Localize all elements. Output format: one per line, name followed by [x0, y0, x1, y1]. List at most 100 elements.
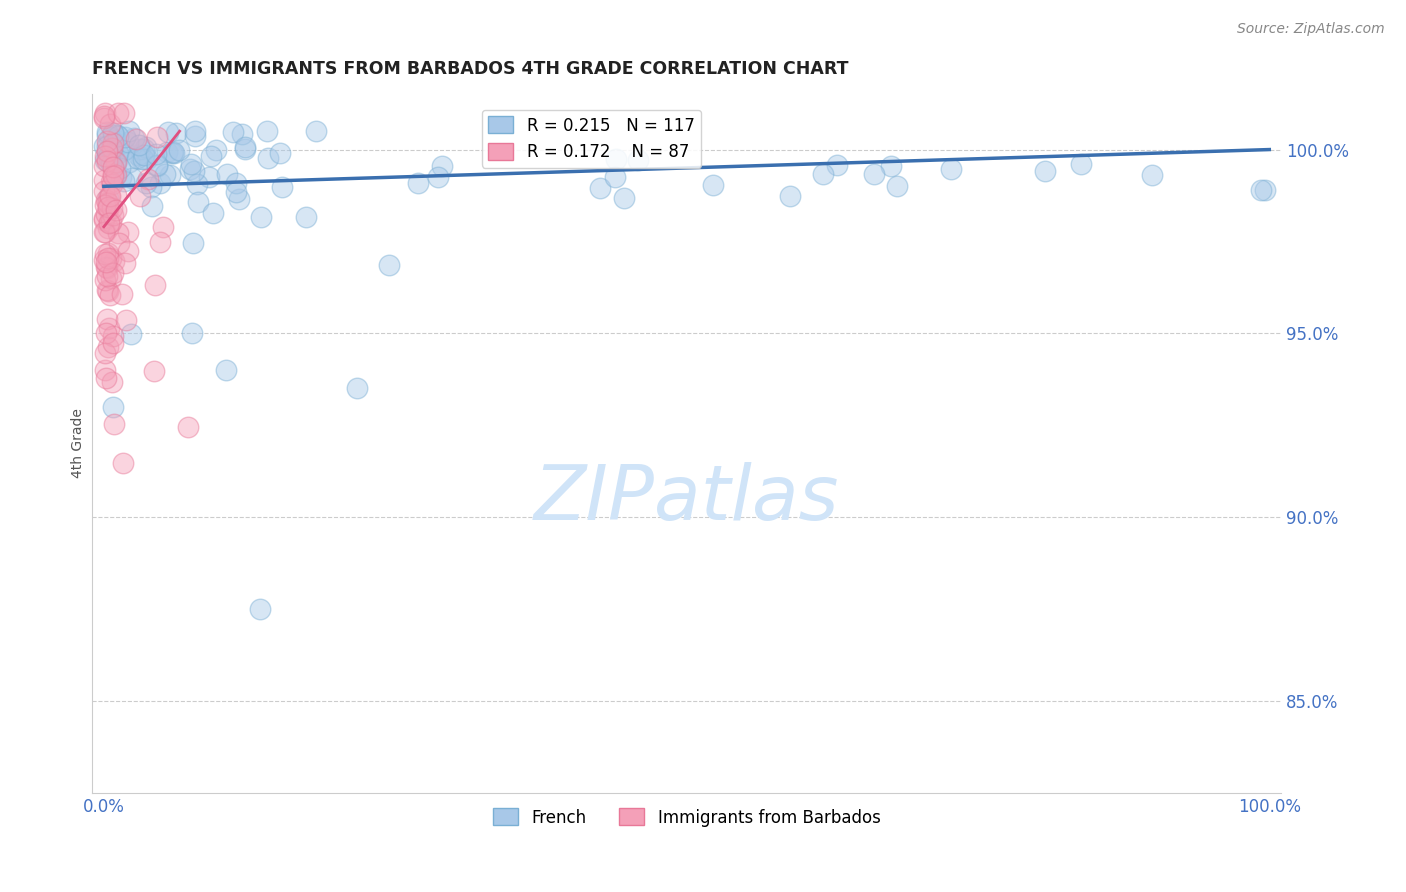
Legend: French, Immigrants from Barbados: French, Immigrants from Barbados: [486, 802, 887, 833]
Point: [97, 251, 120, 265]
Point: [200, 149, 222, 163]
Point: [346, 381, 368, 395]
Point: [96, 193, 118, 207]
Point: [94, 225, 117, 239]
Point: [94, 326, 117, 340]
Point: [129, 189, 152, 203]
Point: [165, 126, 187, 140]
Point: [215, 167, 238, 181]
Point: [96, 145, 118, 159]
Point: [117, 135, 139, 149]
Point: [101, 169, 124, 183]
Point: [125, 132, 148, 146]
Point: [96, 311, 118, 326]
Point: [143, 277, 166, 292]
Point: [96, 154, 118, 169]
Point: [96, 260, 118, 275]
Point: [141, 199, 163, 213]
Point: [215, 363, 238, 377]
Point: [941, 162, 963, 177]
Point: [97, 188, 120, 202]
Point: [112, 174, 135, 188]
Point: [1253, 183, 1275, 197]
Point: [101, 136, 124, 150]
Point: [107, 129, 129, 144]
Point: [96, 128, 118, 142]
Point: [103, 128, 125, 142]
Point: [94, 207, 117, 221]
Point: [222, 125, 245, 139]
Point: [880, 159, 903, 173]
Point: [93, 105, 115, 120]
Point: [94, 247, 117, 261]
Point: [825, 158, 848, 172]
Point: [110, 161, 132, 176]
Point: [98, 117, 121, 131]
Point: [94, 346, 117, 360]
Point: [93, 363, 115, 377]
Point: [115, 313, 138, 327]
Point: [122, 131, 145, 145]
Point: [103, 417, 125, 431]
Point: [105, 154, 128, 169]
Point: [97, 246, 120, 260]
Point: [183, 164, 205, 178]
Point: [179, 162, 201, 177]
Point: [377, 258, 399, 272]
Point: [589, 181, 612, 195]
Point: [112, 105, 135, 120]
Point: [128, 137, 150, 152]
Point: [105, 133, 128, 147]
Point: [228, 192, 250, 206]
Point: [426, 169, 449, 184]
Point: [98, 148, 121, 162]
Point: [118, 124, 141, 138]
Point: [94, 153, 117, 167]
Point: [93, 252, 115, 267]
Point: [93, 109, 115, 123]
Point: [114, 256, 136, 270]
Point: [181, 236, 204, 251]
Point: [103, 167, 125, 181]
Point: [125, 151, 148, 165]
Point: [180, 157, 202, 171]
Point: [138, 171, 160, 186]
Point: [225, 185, 247, 199]
Point: [118, 155, 141, 169]
Point: [96, 194, 118, 209]
Point: [105, 128, 128, 142]
Point: [204, 143, 226, 157]
Point: [155, 168, 177, 182]
Point: [97, 191, 120, 205]
Point: [100, 175, 122, 189]
Point: [98, 215, 121, 229]
Point: [98, 321, 121, 335]
Point: [117, 225, 139, 239]
Point: [129, 153, 152, 167]
Point: [97, 221, 120, 235]
Text: ZIPatlas: ZIPatlas: [534, 462, 839, 536]
Point: [135, 176, 157, 190]
Point: [225, 176, 247, 190]
Point: [187, 194, 209, 209]
Point: [184, 124, 207, 138]
Point: [120, 326, 142, 341]
Point: [100, 270, 122, 285]
Point: [132, 148, 155, 162]
Point: [114, 130, 136, 145]
Point: [162, 145, 184, 159]
Point: [702, 178, 724, 192]
Point: [94, 255, 117, 269]
Point: [163, 145, 186, 160]
Point: [145, 130, 167, 145]
Point: [201, 206, 224, 220]
Point: [269, 145, 291, 160]
Point: [100, 141, 122, 155]
Point: [127, 148, 149, 162]
Point: [145, 159, 167, 173]
Point: [101, 160, 124, 174]
Point: [97, 284, 120, 298]
Point: [1033, 164, 1056, 178]
Point: [94, 198, 117, 212]
Point: [146, 158, 169, 172]
